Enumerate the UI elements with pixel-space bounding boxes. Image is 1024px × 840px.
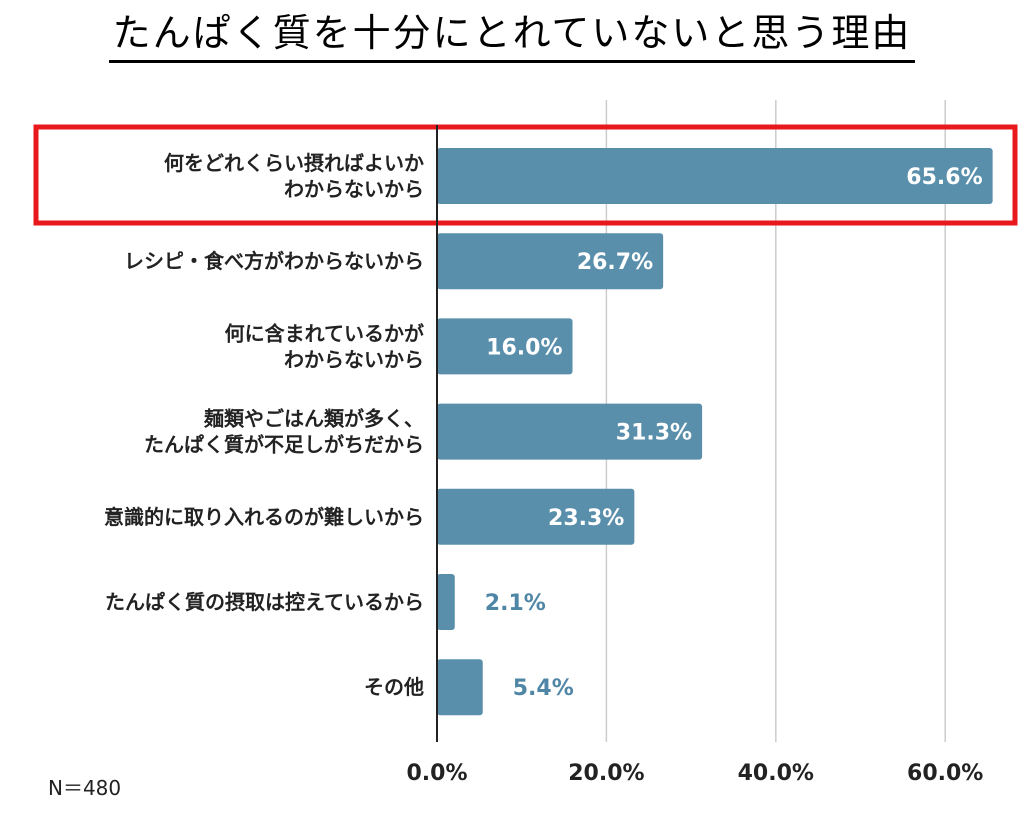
sample-size-note: N＝480	[48, 776, 122, 800]
category-label: 意識的に取り入れるのが難しいから	[104, 505, 424, 529]
bar	[437, 233, 664, 290]
category-label: 何に含まれているかが	[225, 321, 424, 345]
value-label: 65.6%	[906, 165, 982, 190]
value-label: 16.0%	[486, 335, 562, 360]
bar	[437, 659, 483, 716]
highlight-box	[33, 124, 1018, 226]
x-tick-label: 60.0%	[907, 761, 983, 786]
category-label: 何をどれくらい摂ればよいか	[164, 151, 424, 175]
category-label: たんぱく質の摂取は控えているから	[105, 590, 424, 614]
category-label: わからないから	[284, 347, 424, 371]
value-label: 31.3%	[616, 421, 692, 446]
bar	[437, 488, 635, 545]
value-label: 2.1%	[485, 591, 546, 616]
category-label: わからないから	[284, 177, 424, 201]
bar	[437, 574, 455, 630]
value-label: 26.7%	[577, 250, 653, 275]
bar	[437, 403, 703, 460]
chart-title: たんぱく質を十分にとれていないと思う理由	[0, 0, 1024, 72]
chart-title-text: たんぱく質を十分にとれていないと思う理由	[108, 6, 916, 63]
x-tick-label: 40.0%	[738, 761, 814, 786]
value-label: 5.4%	[513, 676, 574, 701]
x-tick-label: 20.0%	[568, 761, 644, 786]
category-labels: 何をどれくらい摂ればよいかわからないからレシピ・食べ方がわからないから何に含まれ…	[104, 151, 424, 699]
category-label: レシピ・食べ方がわからないから	[124, 249, 424, 273]
category-label: 麺類やごはん類が多く、	[203, 407, 424, 431]
bar	[437, 318, 573, 375]
bar	[437, 148, 993, 204]
category-label: その他	[364, 675, 424, 699]
category-label: たんぱく質が不足しがちだから	[144, 433, 424, 457]
bars	[437, 148, 993, 716]
x-axis-ticks: 0.0% 20.0% 40.0% 60.0%	[406, 761, 983, 786]
value-labels: 65.6% 26.7% 16.0% 31.3% 23.3% 2.1% 5.4%	[485, 165, 983, 701]
x-tick-label: 0.0%	[406, 761, 467, 786]
value-label: 23.3%	[548, 506, 624, 531]
